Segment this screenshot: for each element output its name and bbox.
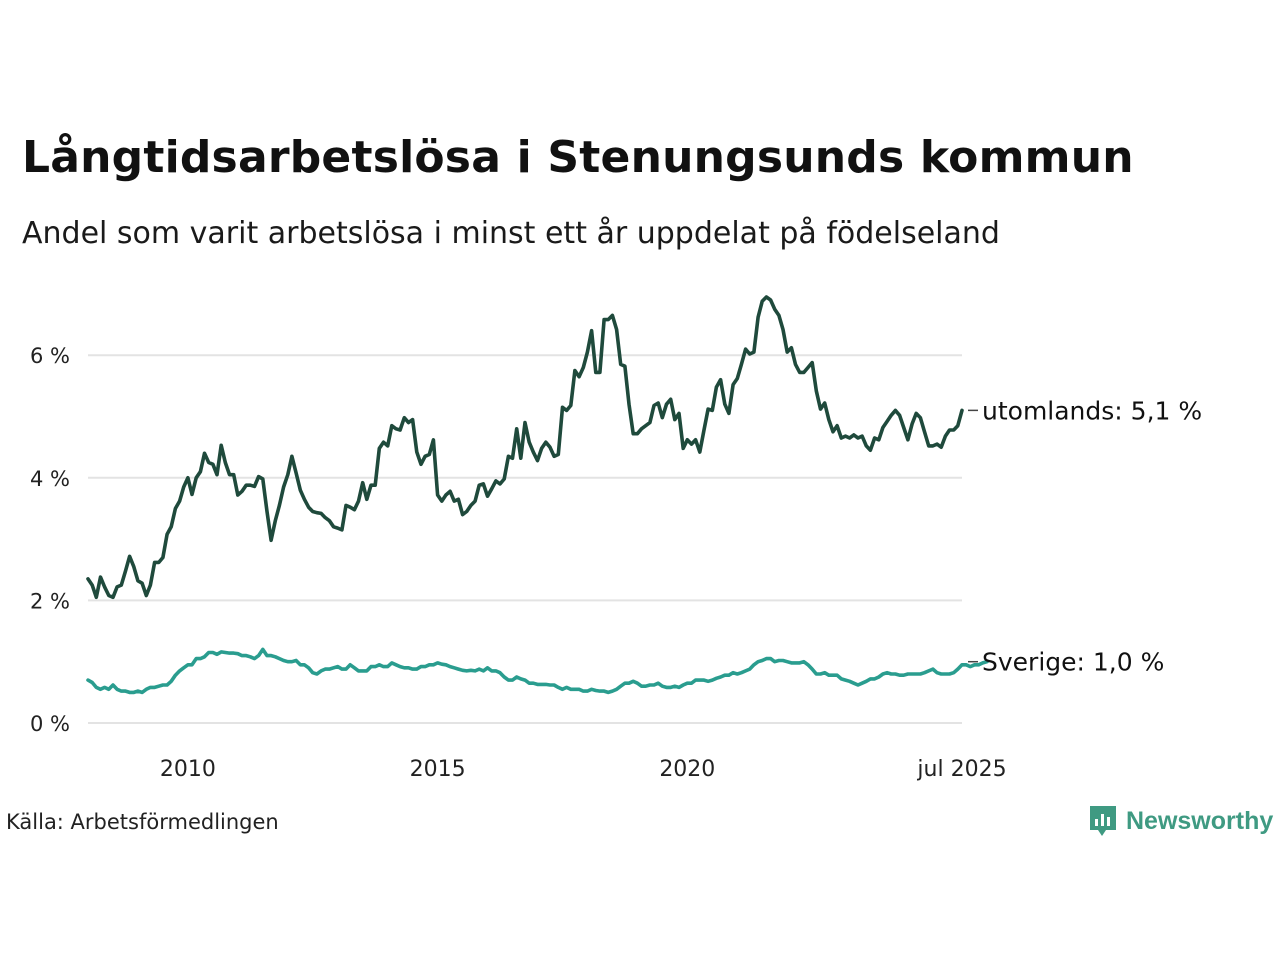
x-tick-label: 2015 (410, 757, 466, 782)
end-label-utomlands: utomlands: 5,1 % (982, 396, 1202, 425)
chart-subtitle: Andel som varit arbetslösa i minst ett å… (22, 216, 1000, 251)
logo-text: Newsworthy (1126, 806, 1274, 835)
newsworthy-logo-icon (1090, 806, 1116, 836)
line-chart: 0 % 2 % 4 % 6 % 2010 2015 2020 jul 2025 utomla… (30, 295, 1202, 782)
end-labels: utomlands: 5,1 % Sverige: 1,0 % (968, 396, 1202, 677)
end-label-sverige: Sverige: 1,0 % (982, 648, 1164, 677)
y-tick-label: 2 % (30, 589, 70, 613)
gridlines (88, 354, 962, 724)
x-tick-label: jul 2025 (916, 757, 1006, 782)
x-tick-label: 2020 (659, 757, 715, 782)
y-axis-ticks: 0 % 2 % 4 % 6 % (30, 344, 70, 736)
y-tick-label: 6 % (30, 344, 70, 368)
x-axis-ticks: 2010 2015 2020 jul 2025 (160, 757, 1007, 782)
x-tick-label: 2010 (160, 757, 216, 782)
series-line-utomlands (86, 295, 964, 600)
y-tick-label: 4 % (30, 467, 70, 491)
source-note: Källa: Arbetsförmedlingen (6, 810, 279, 834)
y-tick-label: 0 % (30, 712, 70, 736)
newsworthy-logo: Newsworthy (1088, 804, 1273, 838)
series-lines (86, 295, 989, 695)
chart-title: Långtidsarbetslösa i Stenungsunds kommun (22, 132, 1134, 183)
series-line-sverige (86, 647, 989, 695)
